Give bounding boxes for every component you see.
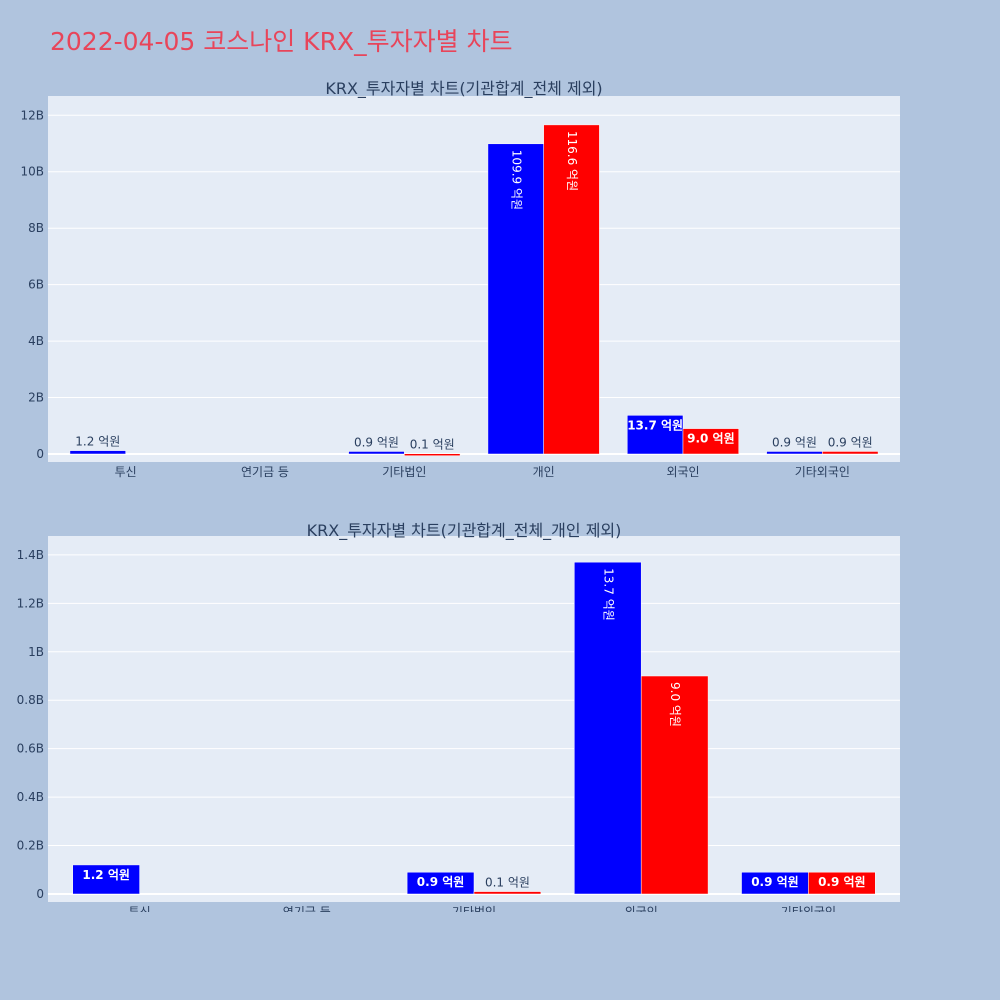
y-tick-label: 8B — [28, 221, 44, 235]
x-tick-label: 외국인 — [625, 905, 658, 912]
page-title: 2022-04-05 코스나인 KRX_투자자별 차트 — [50, 27, 513, 56]
x-tick-label: 투신 — [115, 465, 137, 479]
x-tick-label: 기타외국인 — [795, 465, 850, 479]
bar-value-label: 9.0 억원 — [668, 682, 682, 727]
y-tick-label: 6B — [28, 278, 44, 292]
x-tick-label: 연기금 등 — [283, 905, 331, 912]
bar-value-label: 13.7 억원 — [627, 418, 683, 432]
bar-value-label: 0.9 억원 — [818, 875, 866, 889]
bar-value-label: 0.9 억원 — [828, 435, 873, 449]
y-tick-label: 1B — [28, 645, 44, 659]
bar-value-label: 1.2 억원 — [75, 435, 120, 449]
bar-value-label: 0.9 억원 — [354, 435, 399, 449]
bar-value-label: 13.7 억원 — [601, 568, 615, 621]
y-tick-label: 0.8B — [17, 693, 44, 707]
bar — [473, 891, 542, 895]
y-tick-label: 0 — [36, 887, 44, 901]
bar — [627, 415, 684, 455]
bar — [766, 451, 823, 455]
plot-area — [48, 536, 900, 902]
y-tick-label: 2B — [28, 391, 44, 405]
bar — [682, 428, 739, 455]
y-tick-label: 0.6B — [17, 742, 44, 756]
bar — [822, 451, 879, 455]
bar-value-label: 0.1 억원 — [410, 438, 455, 452]
chart-title: KRX_투자자별 차트(기관합계_전체_개인 제외) — [307, 521, 622, 541]
bar — [574, 561, 642, 895]
y-tick-label: 1.4B — [17, 548, 44, 562]
x-tick-label: 연기금 등 — [241, 465, 289, 479]
bar — [406, 871, 475, 895]
y-tick-label: 1.2B — [17, 596, 44, 610]
chart-title: KRX_투자자별 차트(기관합계_전체 제외) — [325, 79, 602, 99]
y-tick-label: 4B — [28, 334, 44, 348]
chart-all-investors: 0 2B 4B 6B 8B 10B 12B KRX_투자자별 차트(기관합계_전체 제외) 투신… — [20, 79, 900, 479]
bar-value-label: 0.9 억원 — [751, 875, 799, 889]
chart-excluding-individual: 0 0.2B 0.4B 0.6B 0.8B 1B 1.2B 1.4B KRX_투자자별 차트(기… — [17, 521, 900, 912]
bar-value-label: 0.9 억원 — [417, 875, 465, 889]
y-tick-label: 0.4B — [17, 790, 44, 804]
bar-value-label: 9.0 억원 — [687, 432, 735, 446]
bar — [808, 871, 876, 895]
plot-area — [48, 96, 900, 462]
bar-value-label: 1.2 억원 — [82, 868, 130, 882]
bar-value-label: 0.1 억원 — [485, 876, 530, 890]
x-tick-label: 투신 — [129, 905, 151, 912]
bar-value-label: 0.9 억원 — [772, 435, 817, 449]
bar — [404, 453, 461, 456]
bar — [69, 450, 126, 455]
x-tick-label: 외국인 — [666, 465, 699, 479]
bar-value-label: 109.9 억원 — [509, 150, 523, 210]
y-tick-label: 10B — [20, 165, 44, 179]
x-tick-label: 기타법인 — [382, 465, 426, 479]
x-tick-label: 기타외국인 — [781, 905, 836, 912]
bar — [487, 143, 544, 455]
bar-value-label: 116.6 억원 — [565, 131, 579, 191]
y-tick-label: 12B — [20, 108, 44, 122]
y-tick-label: 0.2B — [17, 839, 44, 853]
bar — [640, 675, 709, 895]
x-tick-label: 개인 — [533, 465, 555, 479]
bar — [348, 451, 405, 455]
y-tick-label: 0 — [36, 447, 44, 461]
bar — [543, 124, 600, 455]
x-tick-label: 기타법인 — [452, 905, 496, 912]
bar — [72, 864, 140, 895]
